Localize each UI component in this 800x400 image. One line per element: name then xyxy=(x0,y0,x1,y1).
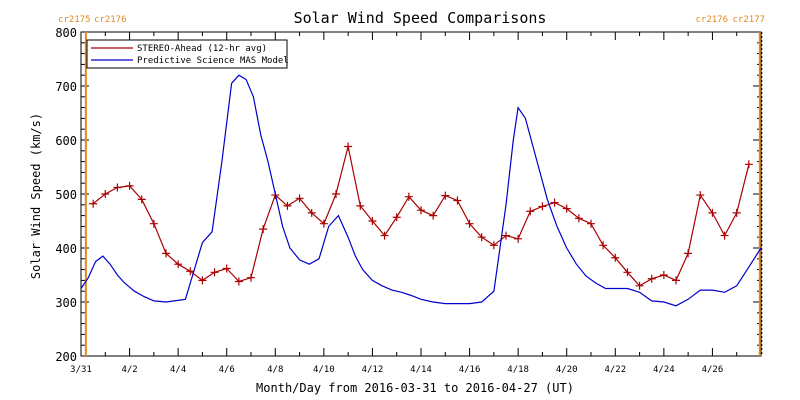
data-point-stereo xyxy=(283,201,292,210)
y-tick-label: 500 xyxy=(55,188,77,202)
data-point-stereo xyxy=(441,191,450,200)
data-point-stereo xyxy=(295,194,304,203)
data-point-stereo xyxy=(477,233,486,242)
plot-frame xyxy=(80,31,762,357)
y-axis-label: Solar Wind Speed (km/s) xyxy=(29,113,43,279)
legend-box xyxy=(86,39,288,69)
x-tick-label: 4/14 xyxy=(410,365,432,375)
data-point-stereo xyxy=(307,208,316,217)
y-tick-label: 700 xyxy=(55,80,77,94)
data-point-stereo xyxy=(623,268,632,277)
data-point-stereo xyxy=(259,225,268,234)
data-point-stereo xyxy=(599,241,608,250)
data-point-stereo xyxy=(587,219,595,228)
data-point-stereo xyxy=(344,142,353,151)
data-point-stereo xyxy=(502,231,510,240)
data-point-stereo xyxy=(404,192,413,201)
data-point-stereo xyxy=(696,191,705,200)
data-point-stereo xyxy=(319,219,328,228)
data-point-stereo xyxy=(647,274,656,283)
data-point-stereo xyxy=(708,208,717,217)
carrington-label-right-2: cr2177 xyxy=(732,15,765,25)
data-point-stereo xyxy=(744,160,753,169)
data-point-stereo xyxy=(368,217,377,225)
carrington-label-right-1: cr2176 xyxy=(695,15,728,25)
y-tick-label: 600 xyxy=(55,134,77,148)
y-tick-label: 300 xyxy=(55,296,77,310)
x-tick-label: 4/8 xyxy=(267,365,283,375)
data-point-stereo xyxy=(380,231,389,240)
data-point-stereo xyxy=(429,211,438,220)
data-point-stereo xyxy=(234,277,243,286)
data-point-stereo xyxy=(222,264,231,273)
y-tick-label: 400 xyxy=(55,242,77,256)
data-point-stereo xyxy=(101,190,110,198)
x-tick-label: 4/2 xyxy=(121,365,137,375)
data-point-stereo xyxy=(684,249,693,258)
data-point-stereo xyxy=(149,219,158,228)
data-point-stereo xyxy=(113,183,122,192)
legend: STEREO-Ahead (12-hr avg) Predictive Scie… xyxy=(86,39,289,69)
data-point-stereo xyxy=(356,201,365,210)
data-point-stereo xyxy=(210,268,219,277)
data-point-stereo xyxy=(125,181,134,190)
data-point-stereo xyxy=(562,204,571,213)
series-line-stereo xyxy=(92,146,750,287)
x-tick-label: 4/4 xyxy=(170,365,186,375)
x-tick-label: 4/26 xyxy=(702,365,724,375)
data-point-stereo xyxy=(392,213,401,222)
y-tick-label: 800 xyxy=(55,26,77,40)
x-tick-label: 4/12 xyxy=(362,365,384,375)
data-point-stereo xyxy=(550,198,559,207)
data-point-stereo xyxy=(659,271,668,279)
data-point-stereo xyxy=(538,202,547,211)
x-tick-label: 4/20 xyxy=(556,365,578,375)
plot-area: 200 300 400 500 600 700 800 3/31 4/2 4/4 4/6 4/8 4/1… xyxy=(55,26,763,375)
data-point-stereo xyxy=(162,249,170,258)
legend-label-model: Predictive Science MAS Model xyxy=(137,56,289,66)
legend-label-stereo: STEREO-Ahead (12-hr avg) xyxy=(137,44,267,54)
x-tick-label: 4/6 xyxy=(219,365,235,375)
data-point-stereo xyxy=(526,207,535,216)
data-point-stereo xyxy=(247,273,255,282)
data-point-stereo xyxy=(174,260,183,269)
data-point-stereo xyxy=(198,276,207,285)
data-point-stereo xyxy=(720,231,729,240)
data-point-stereo xyxy=(453,196,462,205)
data-point-stereo xyxy=(489,241,498,250)
chart-title: Solar Wind Speed Comparisons xyxy=(294,9,547,27)
data-point-stereo xyxy=(332,190,340,198)
x-tick-label: 3/31 xyxy=(70,365,92,375)
x-tick-label: 4/22 xyxy=(604,365,626,375)
data-point-stereo xyxy=(732,208,741,217)
x-axis-label: Month/Day from 2016-03-31 to 2016-04-27 … xyxy=(256,381,574,395)
data-point-stereo xyxy=(574,214,583,223)
data-point-stereo xyxy=(611,253,620,262)
x-tick-label: 4/10 xyxy=(313,365,335,375)
x-tick-label: 4/18 xyxy=(507,365,529,375)
carrington-label-left-2: cr2176 xyxy=(94,15,127,25)
carrington-label-left-1: cr2175 xyxy=(58,15,91,25)
data-point-stereo xyxy=(672,276,680,285)
series-line-model xyxy=(80,74,762,307)
y-tick-label: 200 xyxy=(55,350,77,364)
data-point-stereo xyxy=(465,219,474,228)
x-tick-label: 4/24 xyxy=(653,365,675,375)
data-point-stereo xyxy=(137,195,146,204)
data-point-stereo xyxy=(89,199,98,208)
data-point-stereo xyxy=(417,206,425,215)
data-point-stereo xyxy=(635,281,644,290)
x-tick-label: 4/16 xyxy=(459,365,481,375)
data-point-stereo xyxy=(514,234,523,243)
data-point-stereo xyxy=(186,267,195,276)
